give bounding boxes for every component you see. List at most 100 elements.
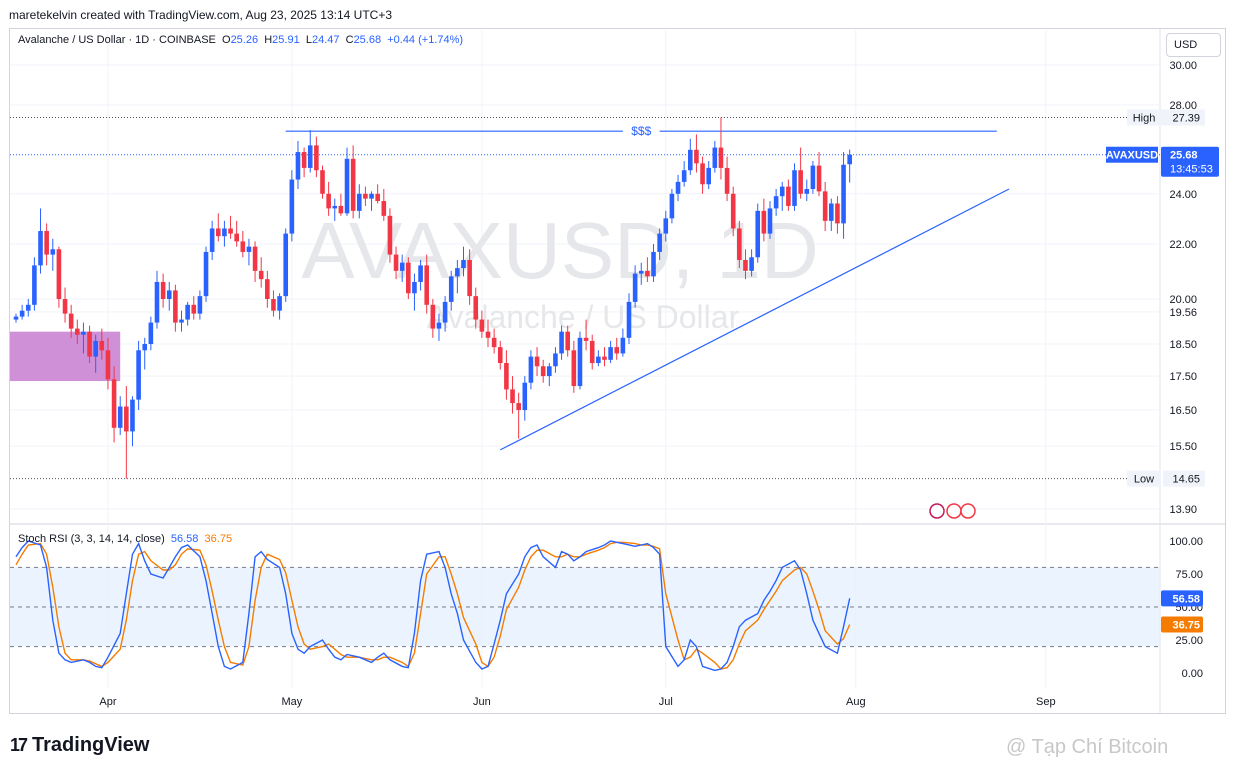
- legend-open: 25.26: [230, 34, 259, 46]
- candle-body: [246, 246, 252, 252]
- high-value-box: [1163, 109, 1205, 126]
- candle-body: [602, 356, 607, 360]
- candle-body: [222, 228, 227, 237]
- candle-body: [589, 340, 595, 364]
- candle-body: [835, 203, 840, 224]
- candle-body: [277, 296, 282, 311]
- candle-body: [510, 389, 515, 404]
- candle-body: [258, 270, 264, 280]
- candle-body: [44, 231, 49, 255]
- candle-body: [399, 262, 405, 271]
- stoch-rsi-axis-label: 25.00: [1175, 635, 1203, 647]
- price-axis-label: 18.50: [1169, 339, 1197, 351]
- candle-body: [393, 254, 399, 271]
- candle-body: [32, 265, 37, 305]
- candle-body: [68, 313, 74, 329]
- candle-body: [522, 382, 528, 411]
- candle-body: [467, 259, 472, 297]
- tradingview-brand[interactable]: 17 TradingView: [10, 734, 149, 757]
- candle-body: [344, 158, 350, 214]
- candle-body: [461, 259, 466, 269]
- price-axis-label: 15.50: [1169, 441, 1197, 453]
- candle-body: [191, 304, 197, 314]
- candle-body: [706, 167, 711, 185]
- stoch-rsi-d-line: [15, 541, 851, 670]
- candle-body: [412, 281, 417, 294]
- candle-body: [369, 193, 374, 199]
- candle-body: [798, 170, 803, 194]
- candle-body: [645, 270, 650, 277]
- candle-body: [528, 356, 534, 383]
- candle-body: [730, 193, 736, 229]
- candle-body: [724, 167, 730, 194]
- legend-title: Avalanche / US Dollar · 1D · COINBASE: [18, 34, 216, 46]
- candle-body: [424, 265, 430, 305]
- candle-body: [240, 241, 246, 252]
- demand-zone: [10, 331, 121, 382]
- candle-body: [19, 310, 25, 317]
- candle-body: [779, 186, 785, 197]
- candle-body: [283, 233, 289, 297]
- candle-body: [614, 347, 620, 354]
- candle-body: [166, 290, 172, 300]
- candle-body: [847, 154, 852, 165]
- candle-body: [632, 273, 638, 302]
- time-label-sep: Sep: [1036, 696, 1056, 708]
- candle-body: [577, 337, 583, 387]
- candle-body: [473, 296, 479, 320]
- symbol-watermark: AVAXUSD, 1D Avalanche / US Dollar: [301, 206, 818, 335]
- candle-body: [93, 340, 98, 357]
- candle-body: [559, 331, 564, 354]
- candle-body: [822, 191, 828, 221]
- candle-body: [406, 262, 411, 294]
- stoch-rsi-k-value: 56.58: [170, 533, 199, 545]
- candle-body: [215, 228, 221, 237]
- stoch-rsi-k-tag-text: 56.58: [1172, 593, 1200, 605]
- candle-body: [669, 193, 675, 219]
- symbol-legend: Avalanche / US Dollar · 1D · COINBASE O2…: [18, 34, 463, 46]
- candle-body: [583, 337, 589, 341]
- attribution-line: maretekelvin created with TradingView.co…: [9, 8, 392, 22]
- candle-body: [148, 322, 154, 345]
- candlesticks: [13, 117, 852, 479]
- stoch-rsi-band: [10, 567, 1160, 647]
- candle-body: [436, 322, 442, 329]
- candle-body: [718, 147, 724, 168]
- legend-high-label: H: [264, 34, 273, 46]
- stoch-rsi-axis-label: 100.00: [1169, 536, 1203, 548]
- bar-countdown: 13:45:53: [1170, 164, 1213, 176]
- time-label-may: May: [281, 696, 302, 708]
- candle-body: [418, 265, 423, 282]
- candle-body: [792, 170, 797, 206]
- candle-body: [547, 366, 552, 377]
- stoch-rsi-k-line: [15, 540, 851, 672]
- price-axis-label: 16.50: [1169, 405, 1197, 417]
- candle-body: [663, 218, 669, 234]
- candle-body: [712, 147, 718, 168]
- candle-body: [608, 347, 613, 360]
- time-label-aug: Aug: [846, 696, 866, 708]
- candle-body: [442, 301, 448, 323]
- tradingview-brand-name: TradingView: [32, 734, 150, 756]
- candle-body: [197, 296, 203, 314]
- candle-body: [786, 186, 791, 206]
- price-axis-label: 19.56: [1169, 307, 1197, 319]
- candle-body: [356, 193, 362, 211]
- ticker-tag-box: [1106, 146, 1158, 163]
- candle-body: [767, 208, 773, 234]
- candle-body: [81, 331, 86, 335]
- price-axis-label: 28.00: [1169, 100, 1197, 112]
- candle-body: [87, 331, 92, 357]
- tradingview-logo-icon: 17: [10, 735, 28, 755]
- candle-body: [252, 246, 258, 271]
- candle-body: [773, 196, 779, 209]
- candle-body: [185, 304, 190, 320]
- candle-body: [301, 152, 307, 168]
- candle-body: [455, 268, 460, 277]
- candle-body: [289, 179, 295, 234]
- event-icon: [960, 503, 976, 519]
- currency-button[interactable]: USD: [1166, 33, 1221, 57]
